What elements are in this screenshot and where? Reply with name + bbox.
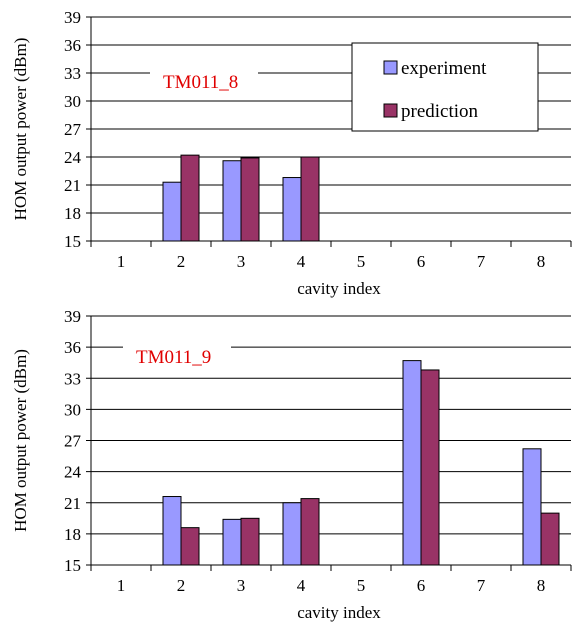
bar-prediction-6 [420, 369, 440, 566]
bar-experiment-3 [222, 160, 242, 242]
legend-box [351, 42, 539, 132]
x-axis-label: cavity index [297, 279, 381, 298]
x-tick-label: 1 [117, 252, 126, 271]
y-tick-label: 27 [64, 432, 82, 451]
x-tick-label: 8 [537, 252, 546, 271]
bar-experiment-4 [282, 502, 302, 566]
x-tick-label: 6 [417, 576, 426, 595]
x-tick-label: 4 [297, 576, 306, 595]
bar-prediction-3 [240, 157, 260, 242]
chart-tm011-9: 15 18 21 24 27 30 33 36 39 1 2 3 4 5 6 7 8 TM011_9cavity … [11, 307, 572, 622]
legend-swatch-experiment [383, 60, 398, 75]
bar-experiment-2 [162, 181, 182, 242]
legend-swatch-prediction [383, 103, 398, 118]
y-tick-label: 15 [64, 232, 81, 251]
annotation-label: TM011_8 [163, 72, 238, 93]
x-tick-label: 7 [477, 252, 486, 271]
x-tick-label: 1 [117, 576, 126, 595]
chart-tm011-8: 15 18 21 24 27 30 33 36 39 1 2 3 4 5 6 7 8 TM011_8cavity … [11, 8, 572, 298]
y-tick-label: 21 [64, 494, 81, 513]
legend: experiment prediction [351, 42, 539, 132]
x-tick-label: 2 [177, 576, 186, 595]
y-tick-label: 33 [64, 64, 81, 83]
y-tick-label: 24 [64, 463, 82, 482]
y-axis-label: HOM output power (dBm) [11, 38, 30, 221]
bar-experiment-6 [402, 360, 422, 566]
y-tick-label: 39 [64, 8, 81, 27]
x-tick-label: 5 [357, 252, 366, 271]
y-tick-label: 15 [64, 556, 81, 575]
bar-experiment-4 [282, 177, 302, 242]
x-tick-label: 8 [537, 576, 546, 595]
y-tick-label: 27 [64, 120, 82, 139]
annotation-background [123, 341, 231, 371]
y-tick-label: 30 [64, 400, 81, 419]
x-tick-label: 2 [177, 252, 186, 271]
bar-experiment-8 [522, 448, 542, 566]
y-tick-label: 30 [64, 92, 81, 111]
y-tick-label: 36 [64, 36, 81, 55]
y-tick-label: 39 [64, 307, 81, 326]
x-tick-label: 3 [237, 576, 246, 595]
bar-experiment-3 [222, 518, 242, 566]
x-tick-label: 6 [417, 252, 426, 271]
bar-prediction-2 [180, 154, 200, 242]
legend-label-prediction: prediction [401, 101, 479, 122]
x-tick-label: 5 [357, 576, 366, 595]
legend-label-experiment: experiment [401, 58, 487, 79]
x-tick-label: 3 [237, 252, 246, 271]
y-tick-label: 24 [64, 148, 82, 167]
bar-prediction-4 [300, 498, 320, 566]
bar-prediction-3 [240, 517, 260, 566]
bar-prediction-4 [300, 156, 320, 242]
bar-prediction-8 [540, 512, 560, 566]
annotation-background [150, 66, 258, 96]
y-tick-label: 21 [64, 176, 81, 195]
bar-experiment-2 [162, 496, 182, 566]
x-tick-label: 4 [297, 252, 306, 271]
x-tick-label: 7 [477, 576, 486, 595]
annotation-label: TM011_9 [136, 347, 211, 368]
x-axis-label: cavity index [297, 603, 381, 622]
y-tick-label: 36 [64, 338, 81, 357]
y-tick-label: 18 [64, 204, 81, 223]
y-tick-label: 18 [64, 525, 81, 544]
bar-prediction-2 [180, 527, 200, 566]
y-axis-label: HOM output power (dBm) [11, 349, 30, 532]
y-tick-label: 33 [64, 369, 81, 388]
